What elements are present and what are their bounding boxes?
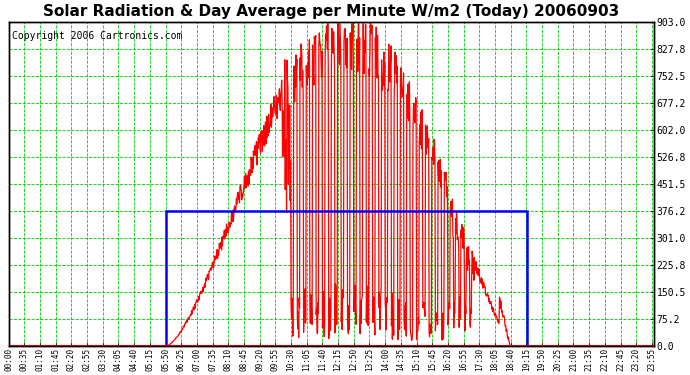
Text: Copyright 2006 Cartronics.com: Copyright 2006 Cartronics.com: [12, 32, 182, 42]
Bar: [166, 211, 527, 346]
Title: Solar Radiation & Day Average per Minute W/m2 (Today) 20060903: Solar Radiation & Day Average per Minute…: [43, 4, 620, 19]
